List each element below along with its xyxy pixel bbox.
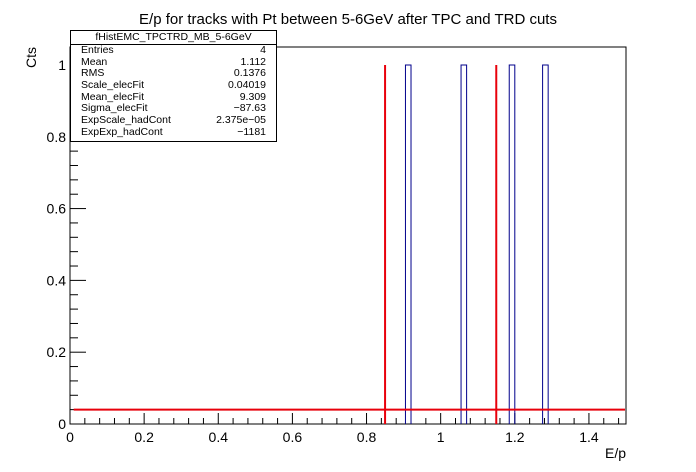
histogram-bin (404, 64, 412, 424)
stats-key: Scale_elecFit (81, 79, 145, 92)
stats-value: 4 (260, 44, 266, 56)
y-axis-label: Cts (23, 47, 39, 68)
stats-value: 2.375e−05 (216, 114, 266, 127)
stats-value: 0.04019 (228, 79, 266, 92)
y-tick-label: 0.2 (47, 344, 67, 360)
x-axis-label: E/p (605, 445, 626, 461)
y-tick-label: 0.6 (47, 201, 67, 217)
stats-row: Sigma_elecFit −87.63 (71, 103, 276, 115)
histogram-bin (542, 64, 549, 424)
x-tick-label: 1.2 (505, 429, 525, 445)
stats-key: Sigma_elecFit (81, 102, 148, 115)
stats-row: Mean 1.112 (71, 55, 276, 69)
stats-value: 1.112 (240, 55, 267, 68)
y-tick-label: 1 (58, 57, 66, 73)
stats-row: Entries 4 (71, 44, 276, 57)
x-axis-ticks (69, 413, 620, 424)
chart-title: E/p for tracks with Pt between 5-6GeV af… (139, 11, 557, 28)
x-axis-tick-labels: 0 0.2 0.4 0.6 0.8 1 1.2 1.4 (66, 429, 599, 445)
stats-value: −87.63 (233, 102, 266, 115)
stats-row: ExpScale_hadCont 2.375e−05 (71, 114, 276, 127)
stats-value: 9.309 (239, 90, 266, 103)
stats-box: fHistEMC_TPCTRD_MB_5-6GeV Entries 4 Mean 1.… (70, 30, 277, 142)
x-tick-label: 0 (66, 429, 74, 445)
cut-lines (384, 64, 498, 424)
stats-key: Mean_elecFit (81, 90, 145, 103)
histogram-bars (404, 64, 549, 424)
stats-key: ExpScale_hadCont (81, 114, 171, 127)
stats-key: RMS (81, 67, 105, 80)
histogram-bin (508, 64, 516, 424)
x-tick-label: 1 (437, 429, 445, 445)
stats-rows: Entries 4 Mean 1.112 RMS 0.1376 Scale_elecFit 0… (71, 44, 276, 139)
histogram-bin (460, 64, 468, 424)
stats-row: Mean_elecFit 9.309 (71, 90, 276, 104)
plot-frame (69, 46, 627, 425)
stats-row: RMS 0.1376 (71, 68, 276, 80)
x-tick-label: 0.2 (134, 429, 154, 445)
stats-key: ExpExp_hadCont (81, 125, 163, 138)
stats-key: Mean (81, 55, 108, 68)
x-tick-label: 0.6 (283, 429, 303, 445)
stats-box-title: fHistEMC_TPCTRD_MB_5-6GeV (71, 31, 276, 45)
stats-key: Entries (81, 44, 114, 56)
x-tick-label: 0.4 (209, 429, 229, 445)
stats-value: −1181 (237, 125, 266, 138)
y-tick-label: 0 (58, 416, 66, 432)
x-tick-label: 1.4 (579, 429, 599, 445)
y-tick-label: 0.4 (47, 272, 67, 288)
stats-value: 0.1376 (233, 67, 266, 80)
stats-row: ExpExp_hadCont −1181 (71, 125, 276, 139)
y-axis-tick-labels: 0 0.2 0.4 0.6 0.8 1 (47, 57, 67, 432)
stats-row: Scale_elecFit 0.04019 (71, 79, 276, 92)
x-tick-label: 0.8 (357, 429, 377, 445)
y-tick-label: 0.8 (47, 129, 67, 145)
